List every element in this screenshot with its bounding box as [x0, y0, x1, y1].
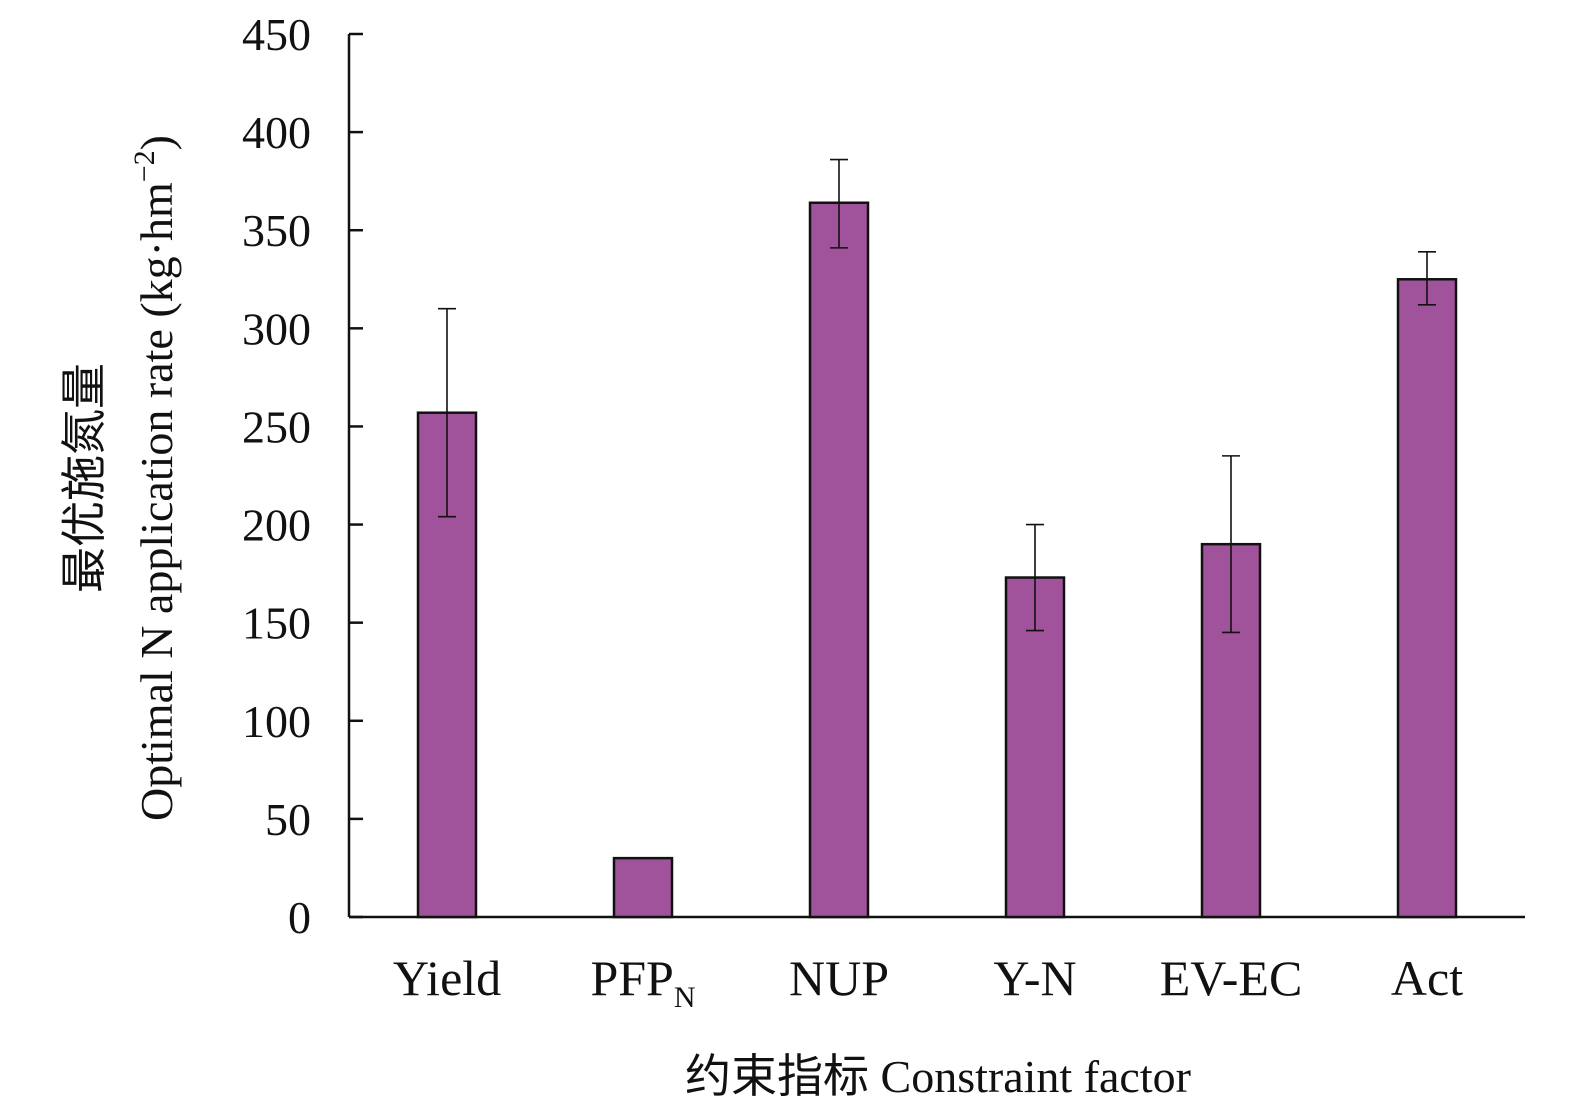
axes — [347, 34, 1525, 919]
y-axis-label-close-paren: ) — [131, 135, 182, 150]
x-tick-label-nup: NUP — [789, 950, 889, 1006]
x-tick-label-ev-ec: EV-EC — [1160, 950, 1303, 1006]
y-axis-label-unit-exponent: −2 — [128, 150, 161, 182]
y-tick-label: 250 — [242, 401, 311, 452]
y-tick-label: 0 — [288, 892, 311, 943]
x-tick-label-pfp: PFPN — [590, 950, 695, 1014]
y-tick-label: 200 — [242, 500, 311, 551]
y-tick-label: 150 — [242, 598, 311, 649]
y-ticks: 0 50 100 150 200 250 300 350 400 450 — [242, 9, 363, 943]
x-tick-label-act: Act — [1391, 950, 1463, 1006]
y-axis-label-english: Optimal N application rate (kg·hm−2) — [128, 135, 182, 821]
y-axis-label-text: Optimal N application rate (kg·hm — [131, 182, 182, 821]
y-tick-label: 300 — [242, 303, 311, 354]
y-tick-label: 350 — [242, 205, 311, 256]
y-tick-label: 400 — [242, 107, 311, 158]
bar-act — [1396, 278, 1458, 919]
x-tick-label-yield: Yield — [393, 950, 501, 1006]
error-bars — [438, 158, 1436, 634]
y-axis-label-chinese: 最优施氮量 — [59, 363, 110, 593]
y-tick-label: 450 — [242, 9, 311, 60]
x-tick-labels: Yield PFPN NUP Y-N EV-EC Act — [393, 950, 1463, 1014]
y-tick-label: 100 — [242, 696, 311, 747]
bar-nup — [808, 201, 870, 919]
x-tick-label-y-n: Y-N — [993, 950, 1076, 1006]
y-tick-label: 50 — [265, 794, 311, 845]
x-axis-label: 约束指标 Constraint factor — [685, 1051, 1191, 1102]
bars — [416, 201, 1458, 919]
bar-pfp — [612, 856, 674, 919]
